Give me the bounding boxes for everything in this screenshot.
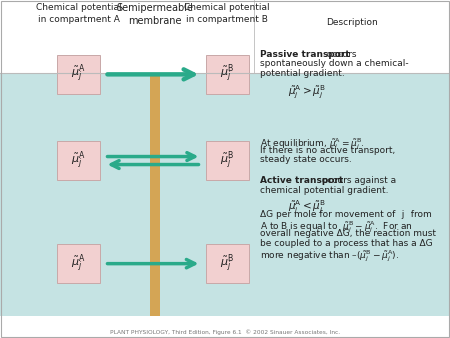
- Text: be coupled to a process that has a ΔG: be coupled to a process that has a ΔG: [260, 239, 433, 248]
- Bar: [206, 244, 248, 283]
- Text: $\tilde{\mu}_j^\mathrm{B}$: $\tilde{\mu}_j^\mathrm{B}$: [220, 252, 234, 275]
- Text: Description: Description: [326, 18, 378, 27]
- Text: overall negative ΔG, the reaction must: overall negative ΔG, the reaction must: [260, 230, 436, 238]
- Bar: [0, 316, 450, 338]
- Text: Chemical potential
in compartment A: Chemical potential in compartment A: [36, 3, 122, 24]
- Text: more negative than –($\tilde{\mu}_j^\mathrm{B} - \tilde{\mu}_j^\mathrm{A}$).: more negative than –($\tilde{\mu}_j^\mat…: [260, 248, 399, 264]
- Text: PLANT PHYSIOLOGY, Third Edition, Figure 6.1  © 2002 Sinauer Associates, Inc.: PLANT PHYSIOLOGY, Third Edition, Figure …: [110, 329, 340, 335]
- Bar: [206, 55, 248, 94]
- Bar: [0, 0, 450, 73]
- Text: $\tilde{\mu}_j^\mathrm{A} > \tilde{\mu}_j^\mathrm{B}$: $\tilde{\mu}_j^\mathrm{A} > \tilde{\mu}_…: [288, 83, 326, 101]
- Text: $\tilde{\mu}_j^\mathrm{B}$: $\tilde{\mu}_j^\mathrm{B}$: [220, 63, 234, 86]
- Text: ΔG per mole for movement of   j   from: ΔG per mole for movement of j from: [260, 210, 432, 219]
- Text: Active transport: Active transport: [260, 176, 343, 185]
- Text: Passive transport: Passive transport: [260, 50, 350, 59]
- Bar: [58, 141, 100, 180]
- Text: occurs: occurs: [324, 50, 356, 59]
- Bar: [206, 141, 248, 180]
- Bar: [150, 73, 160, 316]
- Bar: [58, 55, 100, 94]
- Text: $\tilde{\mu}_j^\mathrm{A}$: $\tilde{\mu}_j^\mathrm{A}$: [72, 252, 86, 275]
- Text: occurs against a: occurs against a: [319, 176, 396, 185]
- Text: $\tilde{\mu}_j^\mathrm{A} < \tilde{\mu}_j^\mathrm{B}$: $\tilde{\mu}_j^\mathrm{A} < \tilde{\mu}_…: [288, 199, 326, 216]
- Text: A to B is equal to  $\tilde{\mu}_j^\mathrm{B} - \tilde{\mu}_j^\mathrm{A}$.  For : A to B is equal to $\tilde{\mu}_j^\mathr…: [260, 220, 413, 236]
- Bar: [58, 244, 100, 283]
- Text: $\tilde{\mu}_j^\mathrm{A}$: $\tilde{\mu}_j^\mathrm{A}$: [72, 149, 86, 172]
- Bar: [0, 73, 450, 316]
- Text: steady state occurs.: steady state occurs.: [260, 155, 352, 164]
- Text: Chemical potential
in compartment B: Chemical potential in compartment B: [184, 3, 270, 24]
- Text: $\tilde{\mu}_j^\mathrm{B}$: $\tilde{\mu}_j^\mathrm{B}$: [220, 149, 234, 172]
- Text: potential gradient.: potential gradient.: [260, 69, 345, 78]
- Text: At equilibrium, $\tilde{\mu}_j^\mathrm{A} = \tilde{\mu}_j^\mathrm{B}$.: At equilibrium, $\tilde{\mu}_j^\mathrm{A…: [260, 136, 365, 152]
- Text: spontaneously down a chemical-: spontaneously down a chemical-: [260, 59, 409, 68]
- Text: Semipermeable
membrane: Semipermeable membrane: [117, 3, 194, 26]
- Text: $\tilde{\mu}_j^\mathrm{A}$: $\tilde{\mu}_j^\mathrm{A}$: [72, 63, 86, 86]
- Text: chemical potential gradient.: chemical potential gradient.: [260, 186, 389, 195]
- Text: If there is no active transport,: If there is no active transport,: [260, 146, 396, 154]
